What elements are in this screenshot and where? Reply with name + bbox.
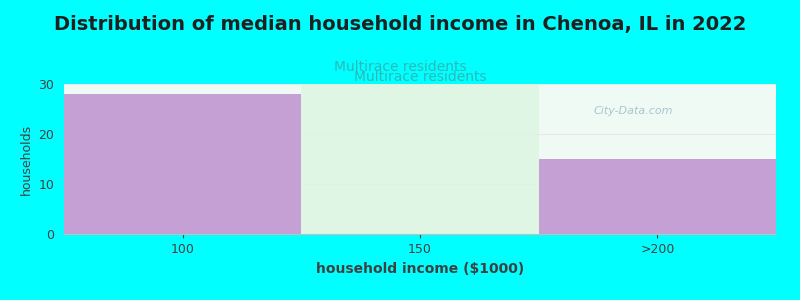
Bar xyxy=(302,84,538,234)
Bar xyxy=(538,159,776,234)
Y-axis label: households: households xyxy=(20,123,33,195)
Text: City-Data.com: City-Data.com xyxy=(594,106,674,116)
Text: Multirace residents: Multirace residents xyxy=(334,60,466,74)
Title: Multirace residents: Multirace residents xyxy=(354,70,486,84)
Bar xyxy=(64,94,302,234)
Text: Distribution of median household income in Chenoa, IL in 2022: Distribution of median household income … xyxy=(54,15,746,34)
X-axis label: household income ($1000): household income ($1000) xyxy=(316,262,524,276)
